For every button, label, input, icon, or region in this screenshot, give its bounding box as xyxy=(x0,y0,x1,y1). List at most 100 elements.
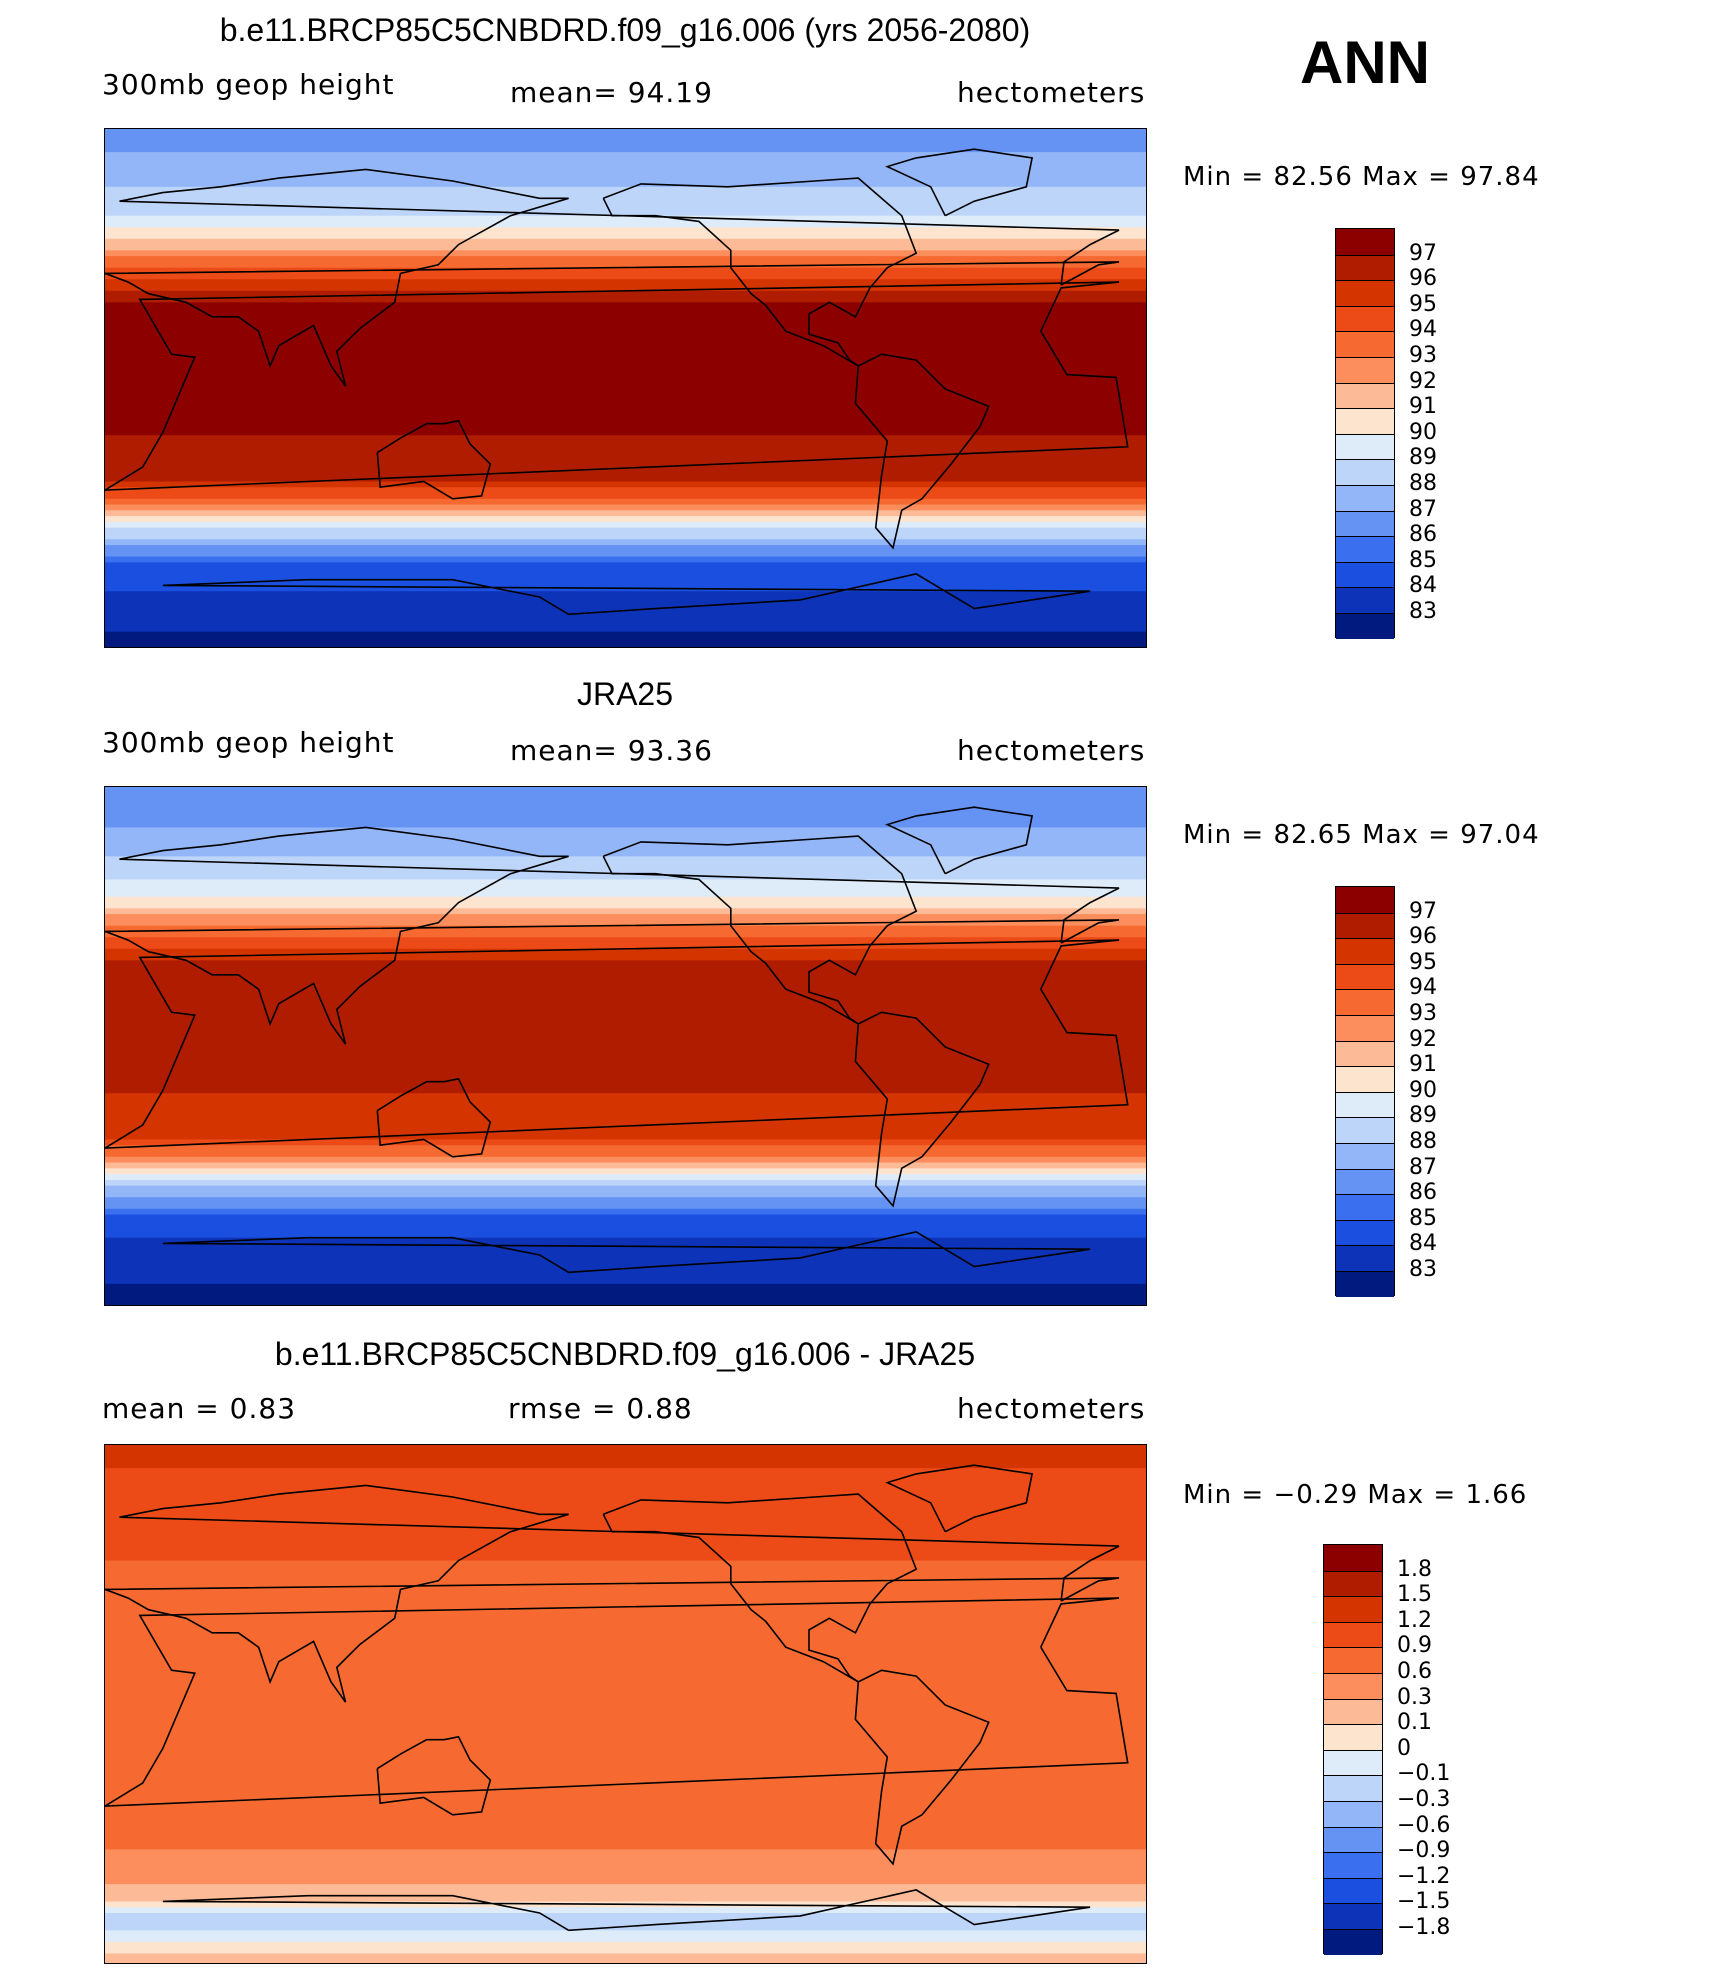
panel-1-band-lat--19 xyxy=(105,441,1146,448)
panel-1-band-lat--53 xyxy=(105,539,1146,546)
panel-2-band-lat-61 xyxy=(105,867,1146,875)
panel-3-band-lat--65 xyxy=(105,1889,1146,1897)
panel-1-band-lat--39 xyxy=(105,498,1146,506)
panel-1-colorbar-cell xyxy=(1336,536,1394,562)
panel-3-band-lat--37 xyxy=(105,1809,1146,1816)
panel-2-coastline-6 xyxy=(162,1231,1091,1274)
panel-1-coastline-4 xyxy=(854,353,990,550)
panel-1-band-lat--65 xyxy=(105,573,1146,581)
panel-2-band-lat-31 xyxy=(105,954,1146,961)
panel-1-colorbar-label: 97 xyxy=(1409,240,1437,266)
panel-1-band-lat--13 xyxy=(105,423,1146,431)
panel-1-band-lat-65 xyxy=(105,198,1146,205)
panel-3-band-lat--19 xyxy=(105,1757,1146,1764)
panel-3-colorbar-cell xyxy=(1324,1775,1382,1801)
panel-3-colorbar-cell xyxy=(1324,1852,1382,1878)
panel-1-colorbar-cell xyxy=(1336,280,1394,306)
panel-2-colorbar-cell xyxy=(1336,963,1394,990)
panel-3-band-lat--15 xyxy=(105,1745,1146,1752)
panel-1-colorbar-label: 83 xyxy=(1409,599,1437,624)
panel-3-band-lat--1 xyxy=(105,1705,1146,1712)
panel-3-band-lat--29 xyxy=(105,1785,1146,1793)
panel-3-colorbar-label: 0.9 xyxy=(1397,1633,1432,1659)
panel-3-band-lat-13 xyxy=(105,1664,1146,1671)
panel-2-band-lat-11 xyxy=(105,1012,1146,1019)
panel-3-band-lat--7 xyxy=(105,1722,1146,1729)
panel-3-coastline-6 xyxy=(162,1889,1091,1932)
panel-1-colorbar-label: 84 xyxy=(1409,573,1437,599)
panel-3-colorbar-label: 0.1 xyxy=(1397,1710,1432,1736)
panel-2-band-lat-53 xyxy=(105,891,1146,898)
panel-3-band-lat--61 xyxy=(105,1878,1146,1885)
panel-2-band-lat-67 xyxy=(105,850,1146,857)
panel-1-colorbar-label: 89 xyxy=(1409,445,1437,471)
panel-3-band-lat-21 xyxy=(105,1641,1146,1648)
panel-3-band-lat--5 xyxy=(105,1716,1146,1723)
panel-1-band-lat-55 xyxy=(105,227,1146,234)
panel-1-band-lat--15 xyxy=(105,429,1146,436)
panel-1-coastline-1 xyxy=(105,168,1120,387)
panel-2-colorbar-cell xyxy=(1336,1271,1394,1297)
panel-2-colorbar-label: 96 xyxy=(1409,924,1437,950)
panel-3-colorbar-label: −1.8 xyxy=(1397,1915,1451,1940)
panel-2-colorbar-label: 84 xyxy=(1409,1231,1437,1257)
season-label: ANN xyxy=(1300,29,1430,96)
panel-1-band-lat--79 xyxy=(105,614,1146,621)
panel-2-band-lat--73 xyxy=(105,1255,1146,1262)
panel-3-band-lat-39 xyxy=(105,1589,1146,1596)
panel-1-band-lat-41 xyxy=(105,267,1146,275)
panel-3-colorbar-cell xyxy=(1324,1826,1382,1853)
panel-3-band-lat-75 xyxy=(105,1485,1146,1492)
panel-3-band-lat--71 xyxy=(105,1907,1146,1914)
panel-2-band-lat-7 xyxy=(105,1023,1146,1031)
panel-2-band-lat-77 xyxy=(105,821,1146,829)
panel-1-band-lat-71 xyxy=(105,181,1146,188)
panel-1-band-lat-3 xyxy=(105,377,1146,384)
panel-2-colorbar-cell xyxy=(1336,1245,1394,1271)
panel-2-band-lat-21 xyxy=(105,983,1146,990)
panel-3-band-lat--13 xyxy=(105,1739,1146,1747)
panel-1-units-label: hectometers xyxy=(957,76,1146,109)
panel-2-colorbar-cell xyxy=(1336,1143,1394,1169)
panel-1-band-lat--43 xyxy=(105,510,1146,517)
panel-2-band-lat-33 xyxy=(105,948,1146,956)
panel-3-colorbar-label: 1.5 xyxy=(1397,1582,1432,1608)
panel-2-band-lat--15 xyxy=(105,1087,1146,1094)
panel-2-band-lat--87 xyxy=(105,1295,1146,1302)
panel-1-band-lat--83 xyxy=(105,625,1146,633)
panel-1-band-lat--51 xyxy=(105,533,1146,540)
panel-2-colorbar-label: 94 xyxy=(1409,975,1437,1001)
panel-1-band-lat--17 xyxy=(105,435,1146,442)
panel-3-band-lat--55 xyxy=(105,1861,1146,1868)
panel-3-band-lat-23 xyxy=(105,1635,1146,1643)
panel-2-band-lat--65 xyxy=(105,1231,1146,1239)
panel-3-band-lat-27 xyxy=(105,1624,1146,1631)
panel-3-band-lat--81 xyxy=(105,1936,1146,1943)
panel-2-band-lat-17 xyxy=(105,995,1146,1002)
panel-1-colorbar-label: 85 xyxy=(1409,547,1437,573)
panel-3-band-lat-87 xyxy=(105,1450,1146,1458)
panel-1-band-lat-23 xyxy=(105,319,1146,327)
panel-2-colorbar-label: 83 xyxy=(1409,1257,1437,1282)
panel-1-band-lat--71 xyxy=(105,591,1146,598)
panel-3-band-lat--49 xyxy=(105,1843,1146,1851)
panel-2-band-lat--37 xyxy=(105,1151,1146,1158)
panel-1-band-lat--35 xyxy=(105,487,1146,494)
panel-2-band-lat-89 xyxy=(105,787,1146,794)
panel-3-colorbar-cell xyxy=(1324,1929,1382,1955)
panel-3-band-lat-63 xyxy=(105,1520,1146,1527)
panel-2-colorbar-label: 89 xyxy=(1409,1103,1437,1129)
panel-2-band-lat-55 xyxy=(105,885,1146,892)
panel-2-band-lat--41 xyxy=(105,1162,1146,1169)
panel-2-band-lat--13 xyxy=(105,1081,1146,1089)
panel-3-band-lat--39 xyxy=(105,1814,1146,1822)
panel-1-colorbar-label: 90 xyxy=(1409,419,1437,445)
panel-3-band-lat--87 xyxy=(105,1953,1146,1960)
panel-3-colorbar-cell xyxy=(1324,1698,1382,1725)
panel-3-band-lat-31 xyxy=(105,1612,1146,1619)
panel-2-colorbar-cell xyxy=(1336,938,1394,964)
panel-1-band-lat-51 xyxy=(105,238,1146,246)
panel-2-band-lat--9 xyxy=(105,1070,1146,1077)
panel-2-band-lat--43 xyxy=(105,1168,1146,1175)
panel-1-band-lat-79 xyxy=(105,157,1146,165)
